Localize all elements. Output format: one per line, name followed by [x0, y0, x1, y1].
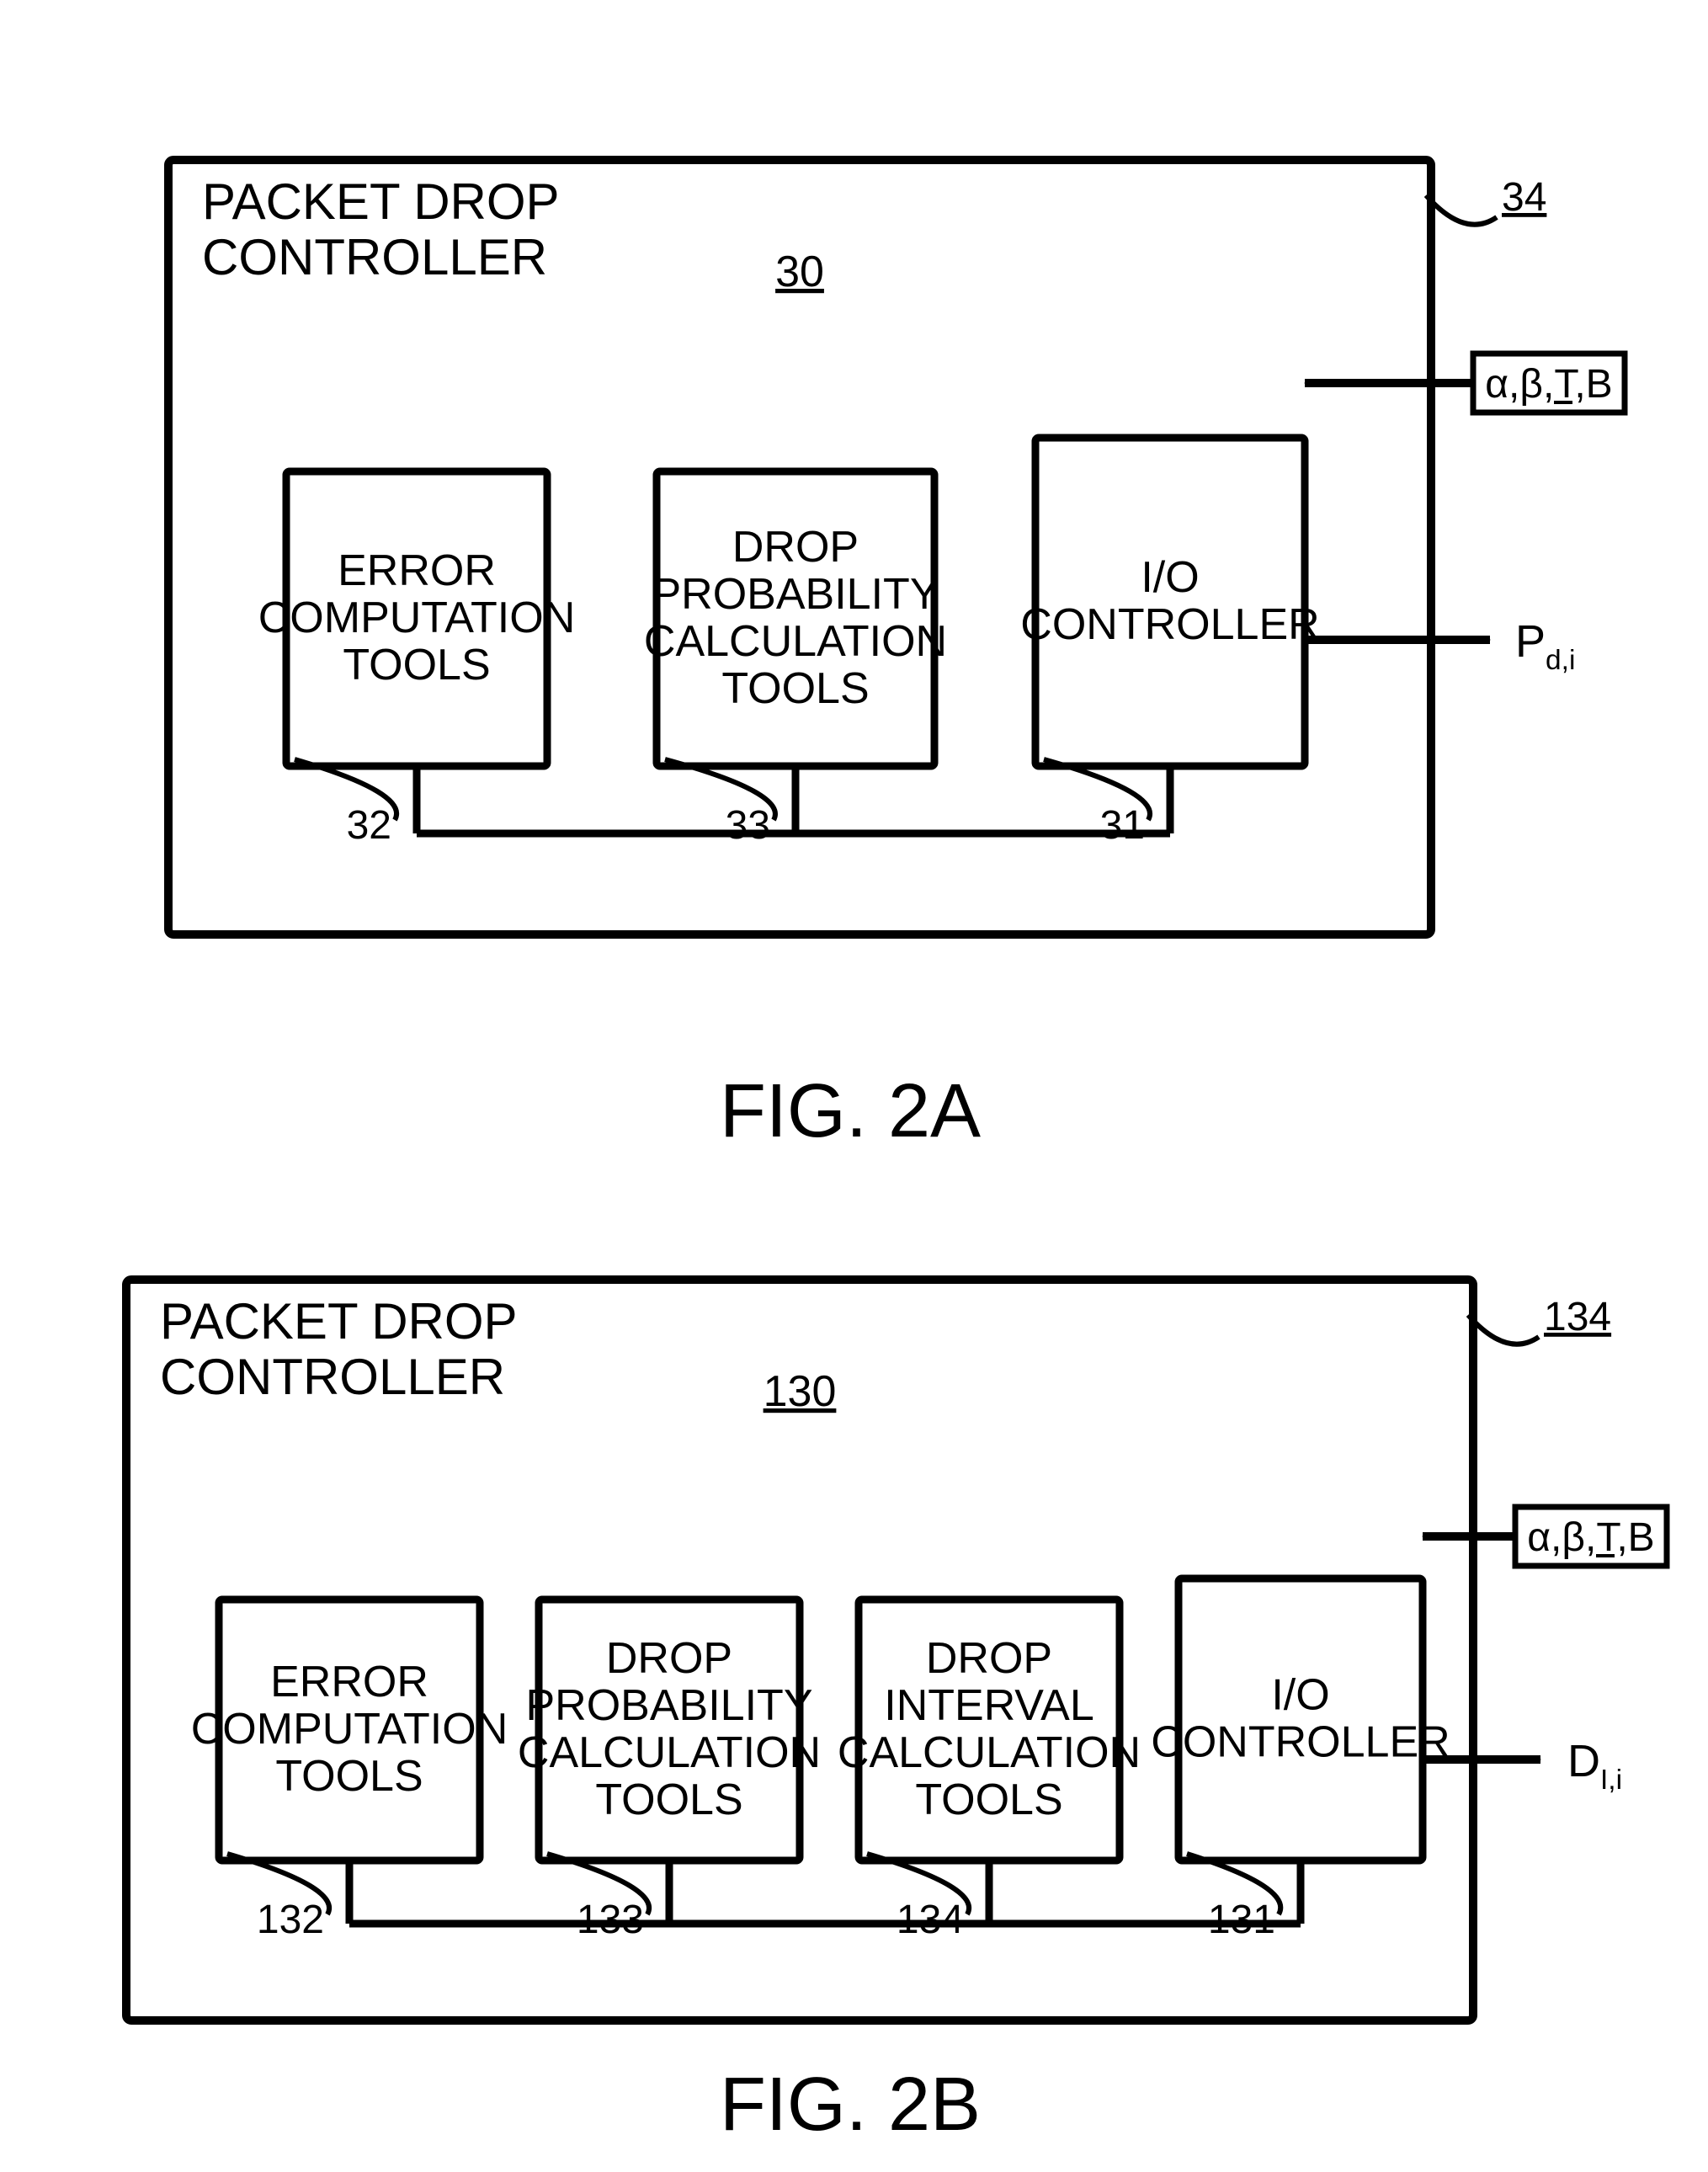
diagram-text-40: DI,i [1567, 1736, 1622, 1796]
diagram-text-27: PROBABILITY [526, 1681, 813, 1730]
diagram-text-10: TOOLS [721, 664, 869, 713]
diagram-text-20: CONTROLLER [160, 1349, 505, 1405]
diagram-text-36: I/O [1271, 1671, 1329, 1720]
diagram-text-24: TOOLS [275, 1752, 423, 1801]
diagram-text-33: CALCULATION [838, 1728, 1141, 1777]
diagram-text-23: COMPUTATION [191, 1705, 508, 1754]
diagram-text-25: 132 [257, 1898, 324, 1942]
diagram-text-30: 133 [577, 1898, 644, 1942]
diagram-text-8: PROBABILITY [652, 570, 939, 619]
diagram-text-6: 32 [347, 803, 391, 848]
diagram-text-16: Pd,i [1515, 616, 1575, 676]
diagram-text-9: CALCULATION [644, 617, 947, 666]
diagram-text-28: CALCULATION [518, 1728, 821, 1777]
diagram-text-41: 134 [1544, 1295, 1611, 1339]
diagram-text-31: DROP [926, 1634, 1052, 1683]
diagram-text-7: DROP [732, 523, 859, 572]
diagram-text-11: 33 [726, 803, 770, 848]
diagram-text-2: 30 [775, 248, 824, 296]
diagram-text-17: 34 [1502, 175, 1546, 220]
diagram-text-19: PACKET DROP [160, 1293, 518, 1350]
diagram-text-18: FIG. 2A [720, 1069, 981, 1153]
diagram-text-37: CONTROLLER [1151, 1718, 1450, 1767]
diagram-text-12: I/O [1141, 553, 1199, 602]
diagram-text-35: 134 [897, 1898, 964, 1942]
diagram-text-0: PACKET DROP [202, 173, 560, 230]
diagram-text-34: TOOLS [915, 1775, 1062, 1824]
diagram-text-15: α,β,T,B [1485, 362, 1612, 407]
diagram-text-13: CONTROLLER [1020, 600, 1319, 649]
diagram-text-1: CONTROLLER [202, 229, 547, 285]
diagram-text-3: ERROR [338, 546, 496, 595]
diagram-text-32: INTERVAL [884, 1681, 1094, 1730]
diagram-text-22: ERROR [270, 1658, 428, 1706]
diagram-text-26: DROP [606, 1634, 732, 1683]
diagram-text-4: COMPUTATION [258, 594, 576, 642]
diagram-text-29: TOOLS [595, 1775, 742, 1824]
diagram-text-42: FIG. 2B [720, 2063, 981, 2147]
diagram-text-39: α,β,T,B [1527, 1515, 1654, 1560]
diagram-text-5: TOOLS [343, 641, 490, 689]
diagram-text-21: 130 [764, 1367, 837, 1416]
diagram-text-38: 131 [1208, 1898, 1275, 1942]
diagram-text-14: 31 [1100, 803, 1145, 848]
